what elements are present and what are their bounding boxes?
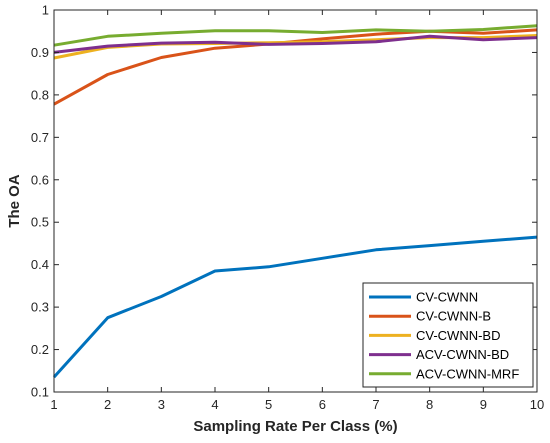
- y-tick-label: 0.9: [31, 45, 49, 60]
- series-line-acv-cwnn-bd: [53, 34, 538, 54]
- y-axis: 0.1 0.2 0.3 0.4 0.5 0.6 0.7 0.8 0.9 1: [31, 3, 537, 400]
- x-tick-label: 10: [530, 397, 544, 412]
- y-tick-label: 0.6: [31, 172, 49, 187]
- y-tick-label: 0.4: [31, 257, 49, 272]
- x-tick-label: 6: [319, 397, 326, 412]
- x-tick-label: 5: [265, 397, 272, 412]
- legend-label: CV-CWNN: [416, 290, 478, 305]
- y-tick-label: 0.8: [31, 87, 49, 102]
- x-tick-label: 7: [372, 397, 379, 412]
- y-tick-label: 0.2: [31, 342, 49, 357]
- x-tick-label: 9: [480, 397, 487, 412]
- series-line-cv-cwnn: [52, 235, 538, 379]
- y-tick-label: 1: [42, 3, 49, 18]
- x-tick-label: 2: [104, 397, 111, 412]
- x-tick-label: 4: [211, 397, 218, 412]
- plot-frame: [53, 9, 538, 393]
- x-axis: 1 2 3 4 5 6 7 8 9 10: [50, 10, 544, 412]
- x-axis-title: Sampling Rate Per Class (%): [193, 418, 397, 435]
- y-tick-label: 0.3: [31, 300, 49, 315]
- y-tick-label: 0.5: [31, 215, 49, 230]
- y-tick-label: 0.7: [31, 130, 49, 145]
- x-tick-label: 1: [50, 397, 57, 412]
- legend-label: CV-CWNN-BD: [416, 328, 501, 343]
- legend-label: ACV-CWNN-MRF: [416, 366, 519, 381]
- y-tick-label: 0.1: [31, 385, 49, 400]
- legend: CV-CWNN CV-CWNN-B CV-CWNN-BD ACV-CWNN-BD ACV…: [362, 282, 534, 388]
- legend-label: ACV-CWNN-BD: [416, 347, 509, 362]
- legend-label: CV-CWNN-B: [416, 309, 491, 324]
- x-tick-label: 8: [426, 397, 433, 412]
- series-line-acv-cwnn-mrf: [53, 24, 538, 47]
- series-layer: [52, 24, 538, 379]
- x-tick-label: 3: [158, 397, 165, 412]
- y-axis-title: The OA: [6, 174, 23, 228]
